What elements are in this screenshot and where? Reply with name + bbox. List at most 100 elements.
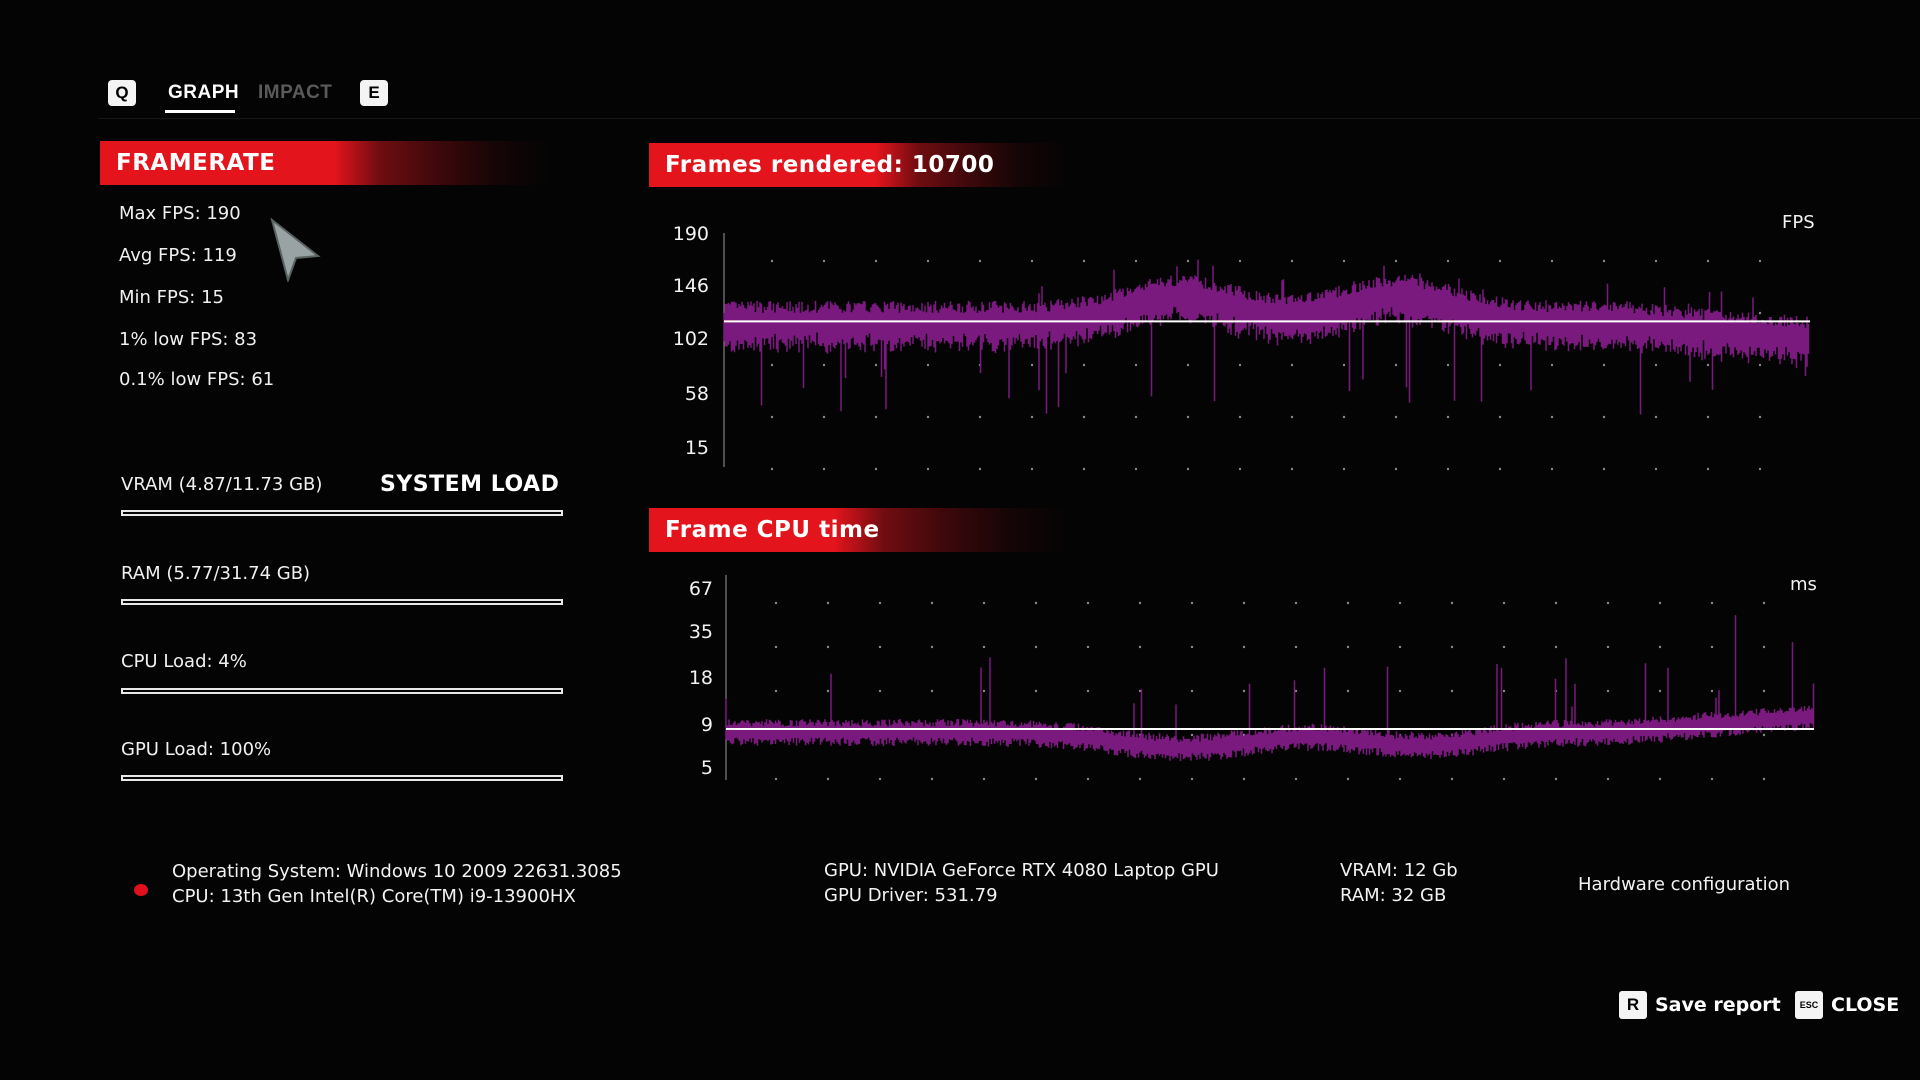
close-button[interactable]: ESC CLOSE <box>1795 991 1899 1019</box>
grid-dot <box>1294 689 1298 693</box>
grid-dot <box>1030 363 1034 367</box>
frames-rendered-header: Frames rendered: 10700 <box>649 143 1069 187</box>
grid-dot <box>1138 777 1142 781</box>
grid-dot <box>1550 363 1554 367</box>
grid-dot <box>1030 415 1034 419</box>
grid-dot <box>1082 415 1086 419</box>
fps-unit-label: FPS <box>1782 212 1815 233</box>
gpu-driver-info: GPU Driver: 531.79 <box>824 885 998 906</box>
grid-dot <box>1190 777 1194 781</box>
grid-dot <box>1394 363 1398 367</box>
grid-dot <box>1294 645 1298 649</box>
grid-dot <box>1758 259 1762 263</box>
e-key-icon[interactable]: E <box>360 80 388 106</box>
grid-dot <box>878 689 882 693</box>
grid-dot <box>1762 689 1766 693</box>
grid-dot <box>978 467 982 471</box>
grid-dot <box>1554 777 1558 781</box>
grid-dot <box>774 777 778 781</box>
grid-dot <box>1242 689 1246 693</box>
grid-dot <box>1658 645 1662 649</box>
grid-dot <box>1602 363 1606 367</box>
fps-tick: 58 <box>684 383 709 405</box>
grid-dot <box>926 467 930 471</box>
grid-dot <box>1030 467 1034 471</box>
grid-dot <box>1446 467 1450 471</box>
grid-dot <box>1450 645 1454 649</box>
grid-dot <box>1290 259 1294 263</box>
grid-dot <box>1762 601 1766 605</box>
grid-dot <box>1342 467 1346 471</box>
grid-dot <box>1082 467 1086 471</box>
grid-dot <box>1342 415 1346 419</box>
os-info: Operating System: Windows 10 2009 22631.… <box>172 861 622 882</box>
cpu-tick: 35 <box>688 621 713 643</box>
grid-dot <box>1606 645 1610 649</box>
grid-dot <box>1190 645 1194 649</box>
min-fps: Min FPS: 15 <box>119 287 224 308</box>
ram-label: RAM (5.77/31.74 GB) <box>121 563 311 584</box>
q-key-icon[interactable]: Q <box>108 80 136 106</box>
grid-dot <box>1186 415 1190 419</box>
fps-tick: 102 <box>672 328 709 350</box>
esc-key-icon: ESC <box>1795 991 1823 1019</box>
grid-dot <box>1034 777 1038 781</box>
top-divider <box>98 118 1920 119</box>
grid-dot <box>1450 601 1454 605</box>
active-tab-indicator <box>165 110 235 113</box>
grid-dot <box>1138 601 1142 605</box>
grid-dot <box>1758 311 1762 315</box>
grid-dot <box>978 259 982 263</box>
grid-dot <box>1498 363 1502 367</box>
grid-dot <box>930 689 934 693</box>
grid-dot <box>1710 601 1714 605</box>
grid-dot <box>822 415 826 419</box>
grid-dot <box>1398 777 1402 781</box>
low-1-fps: 1% low FPS: 83 <box>119 329 258 350</box>
ram-info: RAM: 32 GB <box>1340 885 1447 906</box>
save-report-label: Save report <box>1655 994 1781 1016</box>
grid-dot <box>1290 363 1294 367</box>
grid-dot <box>878 777 882 781</box>
grid-dot <box>1294 601 1298 605</box>
grid-dot <box>1030 259 1034 263</box>
grid-dot <box>1238 259 1242 263</box>
tab-graph[interactable]: GRAPH <box>168 82 240 103</box>
grid-dot <box>1398 689 1402 693</box>
grid-dot <box>1394 467 1398 471</box>
hw-column-1: Operating System: Windows 10 2009 22631.… <box>172 859 622 909</box>
grid-dot <box>1550 415 1554 419</box>
cpu-tick: 67 <box>688 578 713 600</box>
cpu-tick: 5 <box>700 757 713 779</box>
grid-dot <box>1138 645 1142 649</box>
tab-impact[interactable]: IMPACT <box>258 82 333 103</box>
fps-graph <box>723 233 1810 471</box>
grid-dot <box>1242 645 1246 649</box>
grid-dot <box>1294 777 1298 781</box>
grid-dot <box>982 645 986 649</box>
grid-dot <box>1710 777 1714 781</box>
grid-dot <box>1134 259 1138 263</box>
grid-dot <box>1758 363 1762 367</box>
grid-dot <box>1134 415 1138 419</box>
grid-dot <box>1134 363 1138 367</box>
grid-dot <box>1758 415 1762 419</box>
grid-dot <box>1706 415 1710 419</box>
grid-dot <box>1706 259 1710 263</box>
grid-dot <box>878 601 882 605</box>
grid-dot <box>930 601 934 605</box>
grid-dot <box>874 363 878 367</box>
grid-dot <box>1606 601 1610 605</box>
grid-dot <box>822 363 826 367</box>
frame-cpu-time-header: Frame CPU time <box>649 508 1069 552</box>
grid-dot <box>1450 689 1454 693</box>
grid-dot <box>826 645 830 649</box>
mouse-cursor-icon <box>270 218 321 282</box>
grid-dot <box>1398 601 1402 605</box>
grid-dot <box>1654 415 1658 419</box>
grid-dot <box>1186 363 1190 367</box>
grid-dot <box>1346 601 1350 605</box>
grid-dot <box>774 689 778 693</box>
save-report-button[interactable]: R Save report <box>1619 991 1781 1019</box>
grid-dot <box>978 415 982 419</box>
